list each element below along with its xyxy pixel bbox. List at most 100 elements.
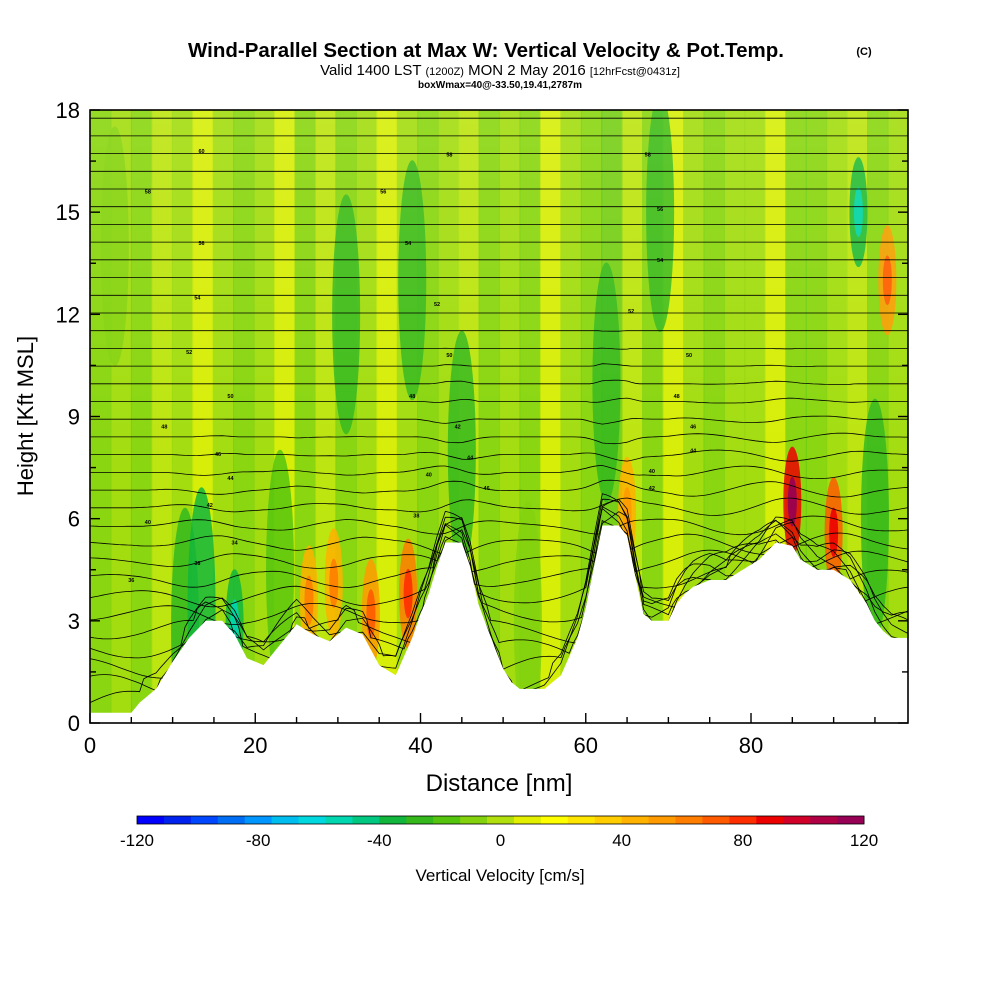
colorbar-swatch: [756, 816, 784, 824]
theta-contour-label: 42: [649, 486, 655, 492]
theta-contour: [90, 498, 908, 626]
colorbar-swatch: [837, 816, 865, 824]
theta-contour-label: 34: [232, 541, 239, 547]
theta-contour-label: 36: [128, 578, 134, 584]
theta-contour-label: 52: [186, 350, 192, 356]
colorbar-swatch: [379, 816, 407, 824]
y-tick-label: 18: [56, 98, 80, 123]
colorbar-swatch: [702, 816, 730, 824]
subtitle-valid: Valid 1400 LST: [320, 62, 421, 79]
theta-contour: [90, 432, 908, 445]
theta-contour-label: 58: [145, 190, 151, 196]
theta-contours: [90, 117, 908, 703]
theta-contour: [90, 465, 908, 479]
colorbar: [136, 815, 865, 825]
theta-contour: [90, 479, 908, 498]
colorbar-swatch: [217, 816, 246, 824]
colorbar-swatch: [810, 816, 838, 824]
y-tick-label: 12: [56, 302, 80, 327]
theta-contour-label: 50: [227, 394, 233, 400]
chart-title-mark: (C): [856, 46, 872, 58]
theta-contour: [90, 363, 908, 367]
x-tick-label: 40: [408, 733, 432, 758]
colorbar-swatch: [729, 816, 757, 824]
colorbar-swatch: [594, 816, 623, 824]
theta-contour-label: 38: [413, 513, 419, 519]
theta-contour-label: 48: [161, 425, 167, 431]
theta-contour: [90, 511, 908, 644]
x-tick-label: 20: [243, 733, 267, 758]
theta-contour-label: 54: [194, 295, 201, 301]
y-tick-label: 6: [68, 507, 80, 532]
theta-contour-label: 42: [207, 503, 213, 509]
colorbar-swatch: [352, 816, 380, 824]
theta-contour-label: 60: [198, 149, 204, 155]
theta-contour: [90, 330, 908, 332]
theta-contour: [90, 347, 908, 350]
colorbar-swatch: [675, 816, 703, 824]
box-info: boxWmax=40@-33.50,19.41,2787m: [418, 80, 582, 91]
x-tick-label: 80: [739, 733, 763, 758]
colorbar-label: Vertical Velocity [cm/s]: [415, 866, 584, 885]
theta-contour-label: 44: [227, 476, 234, 482]
y-tick-label: 0: [68, 711, 80, 736]
colorbar-ticks: -120 -80 -40 0 40 80 120: [120, 831, 878, 850]
theta-contour-label: 52: [434, 302, 440, 308]
theta-contour-label: 42: [455, 425, 461, 431]
theta-contour: [90, 497, 908, 516]
colorbar-swatch: [487, 816, 515, 824]
colorbar-swatch: [271, 816, 299, 824]
theta-contour: [90, 515, 908, 536]
colorbar-tick-label: -80: [246, 831, 271, 850]
theta-contour-label: 58: [645, 152, 651, 158]
theta-contour-label: 44: [690, 449, 697, 455]
x-tick-label: 0: [84, 733, 96, 758]
colorbar-swatch: [325, 816, 353, 824]
colorbar-swatch: [298, 816, 326, 824]
colorbar-tick-label: 0: [496, 831, 505, 850]
theta-contour: [90, 449, 908, 462]
colorbar-tick-label: 80: [733, 831, 752, 850]
chart-subtitle: Valid 1400 LST (1200Z) MON 2 May 2016 [1…: [320, 62, 680, 79]
theta-contour: [90, 506, 908, 589]
colorbar-swatch: [460, 816, 488, 824]
colorbar-swatch: [648, 816, 676, 824]
theta-contour-label: 52: [628, 309, 634, 315]
theta-contour: [90, 379, 908, 385]
subtitle-fcst: [12hrFcst@0431z]: [590, 66, 680, 78]
theta-contour-label: 38: [194, 561, 200, 567]
colorbar-swatch: [621, 816, 649, 824]
x-tick-label: 60: [574, 733, 598, 758]
theta-contour-label: 56: [657, 207, 663, 213]
theta-contour-label: 40: [426, 472, 432, 478]
theta-contour-label: 58: [446, 152, 452, 158]
colorbar-swatch: [513, 816, 542, 824]
colorbar-swatch: [163, 816, 192, 824]
theta-contour: [90, 415, 908, 425]
theta-contour: [90, 498, 908, 609]
colorbar-tick-label: -40: [367, 831, 392, 850]
theta-contour-label: 40: [145, 520, 151, 526]
y-tick-label: 3: [68, 609, 80, 634]
theta-contour-label: 54: [657, 258, 664, 264]
theta-contour-label: 56: [380, 190, 386, 196]
colorbar-swatch: [540, 816, 569, 824]
theta-contour-label: 40: [649, 469, 655, 475]
subtitle-zulu: (1200Z): [425, 66, 464, 78]
theta-contour-label: 46: [215, 452, 221, 458]
theta-contour-label: 50: [686, 353, 692, 359]
colorbar-tick-label: 120: [850, 831, 878, 850]
theta-contour-label: 48: [409, 394, 415, 400]
y-axis-label: Height [Kft MSL]: [13, 336, 38, 496]
subtitle-date: MON 2 May 2016: [468, 62, 586, 79]
y-tick-label: 15: [56, 200, 80, 225]
theta-contour-label: 50: [446, 353, 452, 359]
theta-contour-label: 56: [198, 241, 204, 247]
colorbar-tick-label: 40: [612, 831, 631, 850]
theta-contour-label: 46: [690, 425, 696, 431]
colorbar-swatch: [190, 816, 219, 824]
terrain-mask: [90, 525, 908, 723]
chart-title: Wind-Parallel Section at Max W: Vertical…: [188, 39, 784, 62]
